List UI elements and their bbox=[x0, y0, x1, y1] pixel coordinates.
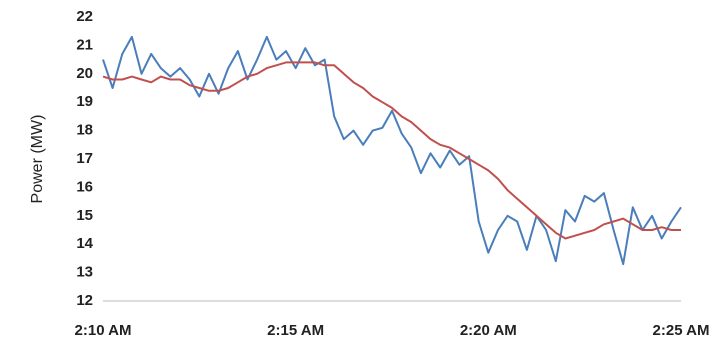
y-tick-label: 15 bbox=[76, 207, 93, 224]
y-tick-label: 17 bbox=[76, 150, 93, 167]
data-line bbox=[102, 35, 682, 266]
y-tick-label: 16 bbox=[76, 178, 93, 195]
x-tick-label: 2:15 AM bbox=[267, 322, 324, 339]
x-tick-label: 2:20 AM bbox=[460, 322, 517, 339]
y-tick-label: 18 bbox=[76, 122, 93, 139]
y-tick-label: 22 bbox=[76, 8, 93, 25]
x-tick-label: 2:10 AM bbox=[75, 322, 132, 339]
y-tick-label: 14 bbox=[76, 235, 93, 252]
y-tick-label: 20 bbox=[76, 65, 93, 82]
y-tick-label: 21 bbox=[76, 36, 93, 53]
y-axis-label: Power (MW) bbox=[29, 115, 46, 204]
y-tick-label: 12 bbox=[76, 292, 93, 309]
data-line bbox=[102, 61, 681, 240]
y-tick-label: 13 bbox=[76, 264, 93, 281]
y-tick-label: 19 bbox=[76, 93, 93, 110]
x-tick-label: 2:25 AM bbox=[653, 322, 710, 339]
